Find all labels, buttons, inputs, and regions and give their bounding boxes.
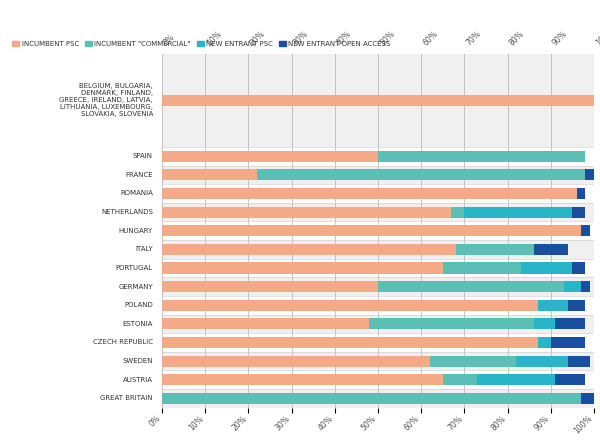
Bar bbox=[538, 300, 568, 311]
Bar bbox=[456, 244, 533, 255]
Bar bbox=[521, 263, 572, 274]
Bar bbox=[162, 207, 451, 218]
Bar bbox=[555, 374, 586, 385]
Bar bbox=[533, 244, 568, 255]
Bar bbox=[162, 389, 594, 408]
Bar bbox=[162, 151, 378, 162]
Bar bbox=[162, 244, 456, 255]
Bar bbox=[162, 356, 430, 367]
Bar bbox=[162, 281, 378, 292]
Bar bbox=[162, 203, 594, 221]
Bar bbox=[162, 263, 443, 274]
Bar bbox=[162, 188, 577, 199]
Bar bbox=[555, 318, 586, 329]
Bar bbox=[586, 169, 594, 181]
Bar bbox=[162, 318, 370, 329]
Bar bbox=[162, 165, 594, 184]
Bar bbox=[551, 337, 586, 348]
Bar bbox=[257, 169, 586, 181]
Bar bbox=[430, 356, 516, 367]
Bar bbox=[568, 356, 590, 367]
Bar bbox=[162, 300, 538, 311]
Bar bbox=[162, 169, 257, 181]
Bar bbox=[464, 207, 572, 218]
Bar bbox=[581, 393, 594, 404]
Bar bbox=[162, 296, 594, 314]
Bar bbox=[162, 393, 581, 404]
Bar bbox=[162, 240, 594, 258]
Bar bbox=[572, 263, 586, 274]
Bar bbox=[378, 281, 564, 292]
Bar bbox=[162, 333, 594, 352]
Bar bbox=[162, 337, 538, 348]
Bar bbox=[538, 337, 551, 348]
Text: MIX OF PASSESNGER TRAIN KILOMETRES ON EUROPEAN RAILWAY NETWORKS: MIX OF PASSESNGER TRAIN KILOMETRES ON EU… bbox=[13, 12, 437, 22]
Bar bbox=[581, 281, 590, 292]
Bar bbox=[162, 184, 594, 203]
Bar bbox=[162, 370, 594, 389]
Bar bbox=[572, 207, 586, 218]
Bar bbox=[564, 281, 581, 292]
Bar bbox=[162, 147, 594, 165]
Bar bbox=[443, 263, 521, 274]
Bar bbox=[568, 300, 586, 311]
Bar bbox=[533, 318, 555, 329]
Bar bbox=[370, 318, 533, 329]
Bar bbox=[162, 95, 594, 106]
Bar bbox=[162, 277, 594, 296]
Bar bbox=[162, 258, 594, 277]
Bar bbox=[577, 188, 586, 199]
Bar bbox=[162, 221, 594, 240]
Bar bbox=[478, 374, 555, 385]
Bar bbox=[378, 151, 586, 162]
Bar bbox=[162, 54, 594, 147]
Bar bbox=[162, 314, 594, 333]
Bar bbox=[162, 374, 443, 385]
Bar bbox=[451, 207, 464, 218]
Bar bbox=[516, 356, 568, 367]
Legend: INCUMBENT PSC, INCUMBENT "COMMERCIAL", NEW ENTRANT PSC, NEW ENTRANT OPEN ACCESS: INCUMBENT PSC, INCUMBENT "COMMERCIAL", N… bbox=[10, 38, 394, 49]
Bar bbox=[162, 225, 581, 236]
Bar bbox=[581, 225, 590, 236]
Bar bbox=[443, 374, 478, 385]
Bar bbox=[162, 352, 594, 370]
